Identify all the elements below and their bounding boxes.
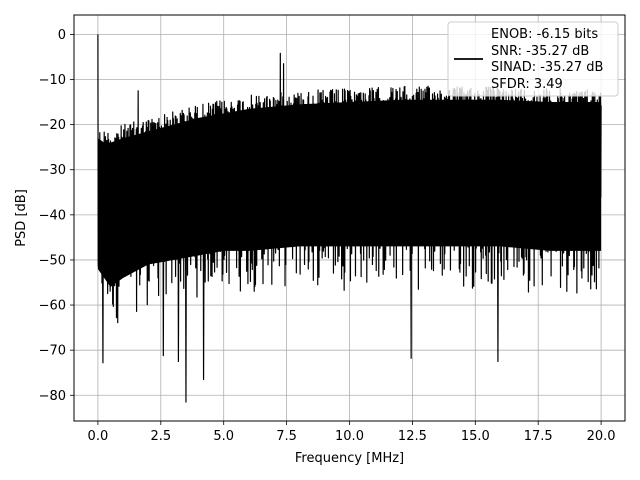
- legend: ENOB: -6.15 bits SNR: -35.27 dB SINAD: -…: [447, 21, 619, 97]
- psd-series-line: [97, 34, 602, 403]
- legend-entry-sinad: SINAD: -35.27 dB: [491, 60, 603, 75]
- y-tick-label: −60: [39, 299, 66, 314]
- x-tick-label: 15.0: [461, 429, 490, 444]
- x-tick-label: 2.5: [150, 429, 171, 444]
- legend-entry-sfdr: SFDR: 3.49: [491, 77, 563, 92]
- x-axis-ticks: 0.0 2.5 5.0 7.5 10.0 12.5 15.0 17.5 20.0: [88, 421, 616, 444]
- y-tick-label: −80: [39, 389, 66, 404]
- x-tick-label: 7.5: [276, 429, 297, 444]
- y-tick-label: −30: [39, 163, 66, 178]
- x-tick-label: 0.0: [88, 429, 109, 444]
- x-tick-label: 5.0: [213, 429, 234, 444]
- y-axis-ticks: 0 −10 −20 −30 −40 −50 −60 −70 −80: [39, 28, 74, 404]
- legend-entry-enob: ENOB: -6.15 bits: [491, 27, 598, 42]
- y-tick-label: −50: [39, 253, 66, 268]
- legend-entry-snr: SNR: -35.27 dB: [491, 44, 589, 59]
- y-tick-label: −40: [39, 208, 66, 223]
- x-tick-label: 10.0: [335, 429, 364, 444]
- y-tick-label: −70: [39, 344, 66, 359]
- x-axis-label: Frequency [MHz]: [295, 451, 404, 466]
- data-area: [97, 34, 602, 403]
- y-tick-label: −10: [39, 73, 66, 88]
- legend-box: [447, 21, 619, 97]
- x-tick-label: 17.5: [524, 429, 553, 444]
- y-axis-label: PSD [dB]: [14, 189, 29, 247]
- x-tick-label: 12.5: [398, 429, 427, 444]
- y-tick-label: 0: [58, 28, 66, 43]
- x-tick-label: 20.0: [587, 429, 616, 444]
- y-tick-label: −20: [39, 118, 66, 133]
